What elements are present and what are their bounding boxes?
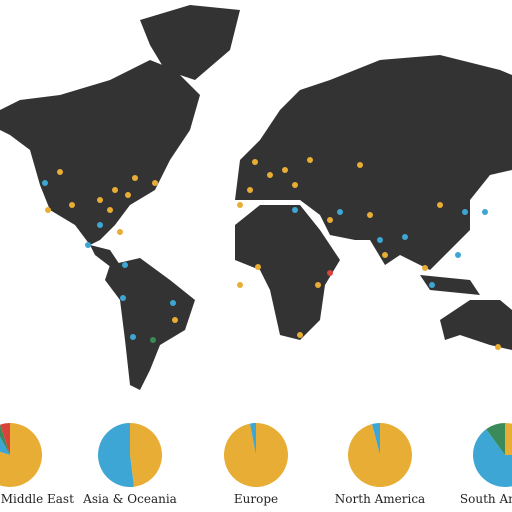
pie-label: Asia & Oceania [82, 492, 177, 506]
world-map [0, 5, 512, 390]
dot [255, 264, 261, 270]
dot [69, 202, 75, 208]
pie-label: Europe [234, 492, 278, 506]
pie-slice [372, 423, 380, 455]
pie-slice [486, 423, 505, 455]
dot [237, 282, 243, 288]
dot [337, 209, 343, 215]
dot [482, 209, 488, 215]
dot [327, 270, 333, 276]
dot [367, 212, 373, 218]
dot [132, 175, 138, 181]
dot [170, 300, 176, 306]
dot [120, 295, 126, 301]
dot [252, 159, 258, 165]
dot [125, 192, 131, 198]
indonesia [420, 275, 480, 295]
dot [357, 162, 363, 168]
dot [42, 180, 48, 186]
dot [117, 229, 123, 235]
pie-slice [0, 423, 42, 487]
dot [97, 197, 103, 203]
dot [97, 222, 103, 228]
pie-slice [505, 423, 512, 455]
dot [315, 282, 321, 288]
dot [150, 337, 156, 343]
dot [237, 202, 243, 208]
dot [382, 252, 388, 258]
dot [85, 242, 91, 248]
dot [455, 252, 461, 258]
location-dots [42, 157, 501, 350]
dot [57, 169, 63, 175]
dot [112, 187, 118, 193]
dot [307, 157, 313, 163]
north-america [0, 60, 200, 245]
pie-slice [250, 423, 256, 455]
australia [440, 300, 512, 350]
pie-slice [0, 424, 10, 455]
dot [422, 265, 428, 271]
dot [429, 282, 435, 288]
pie-slice [98, 423, 135, 487]
dot [45, 207, 51, 213]
eurasia [235, 55, 512, 270]
pie-slice [473, 429, 512, 487]
dot [462, 209, 468, 215]
dot [327, 217, 333, 223]
central-america [90, 245, 120, 268]
pie-label: South America [460, 492, 512, 506]
dot [377, 237, 383, 243]
pie-label: North America [335, 492, 425, 506]
dot [402, 234, 408, 240]
pie-label: Africa & Middle East [0, 492, 74, 506]
south-america [105, 258, 195, 390]
dot [292, 207, 298, 213]
dot [267, 172, 273, 178]
pie-slice [0, 423, 11, 455]
dot [122, 262, 128, 268]
pie-slice [223, 423, 288, 487]
dot [437, 202, 443, 208]
dot [292, 182, 298, 188]
africa [235, 205, 340, 340]
dot [247, 187, 253, 193]
dot [130, 334, 136, 340]
dot [172, 317, 178, 323]
pie-slice [0, 436, 10, 455]
pie-slice [130, 423, 163, 487]
dot [495, 344, 501, 350]
dot [297, 332, 303, 338]
dot [152, 180, 158, 186]
dot [107, 207, 113, 213]
greenland [140, 5, 240, 80]
dot [282, 167, 288, 173]
